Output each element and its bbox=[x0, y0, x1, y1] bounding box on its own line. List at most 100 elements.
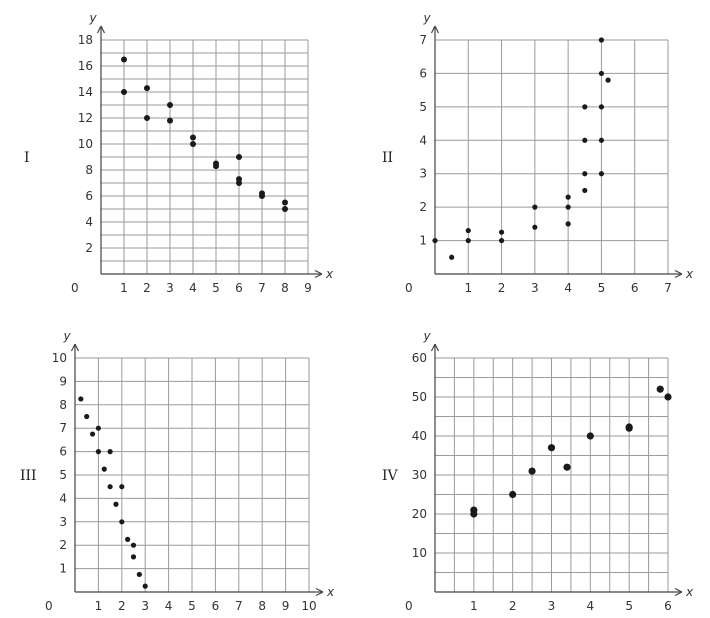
data-point bbox=[107, 449, 113, 455]
origin-label: 0 bbox=[71, 281, 79, 295]
y-axis-label: y bbox=[88, 11, 97, 25]
x-tick-label: 3 bbox=[548, 599, 556, 613]
origin-label: 0 bbox=[45, 599, 53, 613]
data-point bbox=[282, 206, 288, 212]
x-tick-label: 1 bbox=[120, 281, 128, 295]
x-tick-label: 8 bbox=[281, 281, 289, 295]
origin-label: 0 bbox=[405, 281, 413, 295]
y-tick-label: 10 bbox=[78, 137, 93, 151]
x-tick-label: 2 bbox=[498, 281, 506, 295]
data-point bbox=[119, 484, 125, 490]
data-point bbox=[565, 194, 571, 200]
data-point bbox=[130, 542, 137, 548]
x-axis-label: x bbox=[325, 267, 334, 281]
x-tick-label: 3 bbox=[531, 281, 539, 295]
data-point bbox=[136, 571, 142, 578]
x-tick-label: 5 bbox=[625, 599, 633, 613]
data-point bbox=[213, 163, 219, 170]
y-tick-label: 5 bbox=[59, 468, 67, 482]
data-point bbox=[259, 193, 265, 199]
x-tick-label: 4 bbox=[165, 599, 173, 613]
x-tick-label: 4 bbox=[564, 281, 572, 295]
y-tick-label: 3 bbox=[419, 167, 427, 181]
data-point bbox=[586, 432, 594, 440]
data-point bbox=[113, 501, 119, 507]
y-tick-label: 2 bbox=[59, 538, 67, 552]
data-point bbox=[101, 466, 107, 472]
data-point bbox=[465, 237, 471, 244]
x-tick-label: 6 bbox=[631, 281, 639, 295]
data-point bbox=[528, 467, 536, 475]
data-point bbox=[432, 237, 438, 244]
data-point bbox=[656, 385, 664, 393]
y-tick-label: 6 bbox=[419, 66, 427, 80]
data-point bbox=[95, 449, 101, 455]
data-point bbox=[532, 204, 538, 210]
y-tick-label: 9 bbox=[59, 374, 67, 388]
y-axis-arrow-icon bbox=[96, 25, 106, 34]
x-tick-label: 2 bbox=[509, 599, 517, 613]
panel-label: I bbox=[24, 150, 30, 166]
data-point bbox=[582, 137, 588, 143]
data-point bbox=[84, 413, 90, 420]
data-point bbox=[78, 396, 84, 402]
data-point bbox=[598, 37, 605, 43]
data-point bbox=[465, 227, 471, 234]
x-tick-label: 9 bbox=[304, 281, 312, 295]
x-tick-label: 10 bbox=[301, 599, 316, 613]
x-tick-label: 7 bbox=[235, 599, 243, 613]
x-axis-label: x bbox=[685, 267, 694, 281]
x-tick-label: 5 bbox=[598, 281, 606, 295]
x-tick-label: 6 bbox=[235, 281, 243, 295]
y-axis-label: y bbox=[422, 329, 431, 343]
y-tick-label: 10 bbox=[52, 351, 67, 365]
panel-label: III bbox=[20, 468, 37, 484]
data-point bbox=[582, 171, 588, 177]
data-point bbox=[282, 199, 288, 206]
scatter-panel-iii: x y 0 1 2 3 4 5 6 7 8 9 10 1 2 3 4 5 6 7 8 9 10 III bbox=[20, 329, 335, 613]
data-point bbox=[498, 229, 505, 235]
x-tick-label: 1 bbox=[464, 281, 472, 295]
data-point bbox=[598, 70, 605, 77]
data-point bbox=[470, 510, 478, 518]
x-tick-label: 2 bbox=[143, 281, 151, 295]
panel-label: IV bbox=[382, 468, 399, 484]
x-tick-label: 6 bbox=[212, 599, 220, 613]
scatter-panel-iv: x y 0 1 2 3 4 5 6 10 20 30 40 50 60 IV bbox=[382, 329, 694, 613]
data-point bbox=[121, 89, 127, 95]
x-tick-label: 6 bbox=[664, 599, 672, 613]
data-point bbox=[498, 237, 505, 244]
y-tick-label: 8 bbox=[59, 398, 67, 412]
data-point bbox=[119, 519, 125, 525]
x-tick-label: 2 bbox=[118, 599, 126, 613]
y-tick-label: 1 bbox=[419, 234, 427, 248]
data-point bbox=[563, 463, 571, 471]
y-tick-label: 3 bbox=[59, 515, 67, 529]
x-tick-label: 1 bbox=[470, 599, 478, 613]
data-point bbox=[142, 583, 148, 589]
data-point bbox=[89, 431, 96, 437]
data-point bbox=[95, 425, 101, 431]
y-tick-label: 6 bbox=[85, 189, 93, 203]
y-tick-label: 10 bbox=[412, 546, 427, 560]
data-point bbox=[167, 117, 173, 124]
data-point bbox=[144, 115, 150, 121]
x-tick-label: 4 bbox=[587, 599, 595, 613]
data-point bbox=[121, 56, 127, 63]
data-point bbox=[664, 393, 672, 401]
data-point bbox=[605, 77, 611, 83]
data-point bbox=[565, 204, 571, 210]
y-tick-label: 14 bbox=[78, 85, 93, 99]
y-tick-label: 12 bbox=[78, 111, 93, 125]
y-tick-label: 18 bbox=[78, 33, 93, 47]
y-tick-label: 50 bbox=[412, 390, 427, 404]
scatter-panel-ii: x y 0 1 2 3 4 5 6 7 1 2 3 4 5 6 7 II bbox=[382, 11, 694, 295]
x-axis-arrow-icon bbox=[314, 269, 323, 279]
y-tick-label: 8 bbox=[85, 163, 93, 177]
x-tick-label: 9 bbox=[282, 599, 290, 613]
x-axis-arrow-icon bbox=[315, 587, 324, 597]
y-tick-label: 1 bbox=[59, 562, 67, 576]
data-point bbox=[565, 221, 571, 227]
y-tick-label: 40 bbox=[412, 429, 427, 443]
